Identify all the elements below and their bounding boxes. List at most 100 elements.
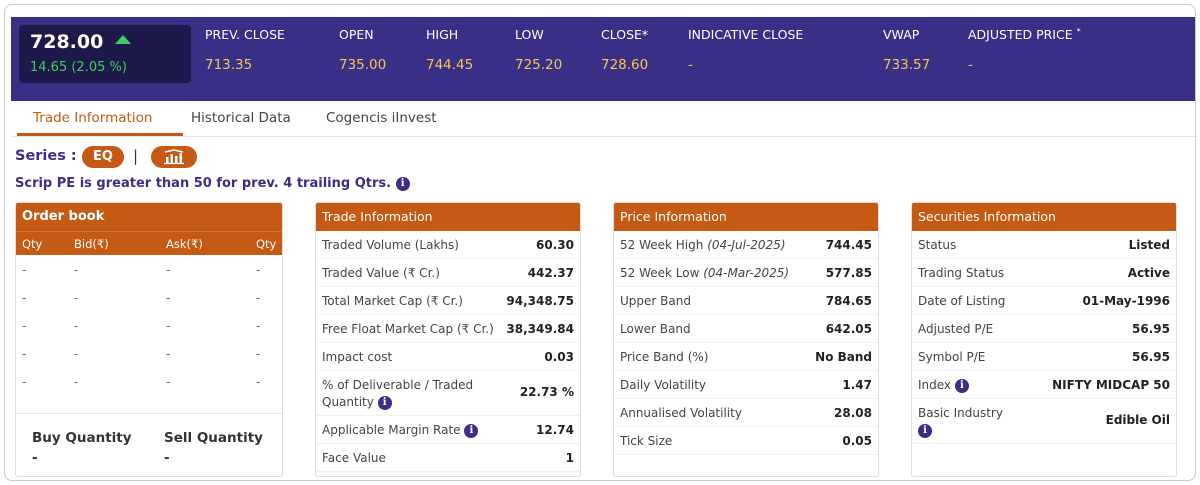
active-tab-indicator — [17, 133, 183, 136]
open-label: OPEN — [339, 27, 374, 42]
col-ask-price: Ask(₹) — [166, 237, 203, 251]
row-value: 38,349.84 — [506, 322, 574, 336]
deliverable-label: % of Deliverable / Traded Quantity — [322, 378, 474, 409]
row-value: 442.37 — [527, 266, 574, 280]
close-label: CLOSE* — [601, 27, 649, 42]
row-value: 1 — [565, 451, 574, 465]
ob-cell: - — [166, 263, 171, 277]
info-icon[interactable]: i — [954, 378, 969, 393]
tab-cogencis-iinvest[interactable]: Cogencis iInvest — [326, 110, 437, 126]
info-icon[interactable]: i — [464, 423, 479, 438]
row-label: Tick Size — [620, 434, 673, 448]
trade-info-row: Face Value 1 — [316, 444, 580, 472]
ob-cell: - — [22, 375, 27, 389]
row-value: Active — [1127, 266, 1170, 280]
row-label: Face Value — [322, 451, 386, 465]
vwap-value: 733.57 — [883, 57, 931, 73]
securities-info-row: Basic Industry i Edible Oil — [912, 399, 1176, 444]
buy-quantity-value: - — [32, 450, 38, 466]
week-high-label: 52 Week High — [620, 238, 704, 252]
order-book-card: Order book Qty Bid(₹) Ask(₹) Qty - - - -… — [15, 202, 283, 477]
order-book-title: Order book — [16, 203, 282, 231]
price-info-row: 52 Week High (04-Jul-2025) 744.45 — [614, 231, 878, 259]
info-icon[interactable]: i — [395, 176, 410, 191]
order-book-row: - - - - — [16, 311, 282, 339]
ob-cell: - — [74, 347, 79, 361]
row-label: Trading Status — [918, 266, 1005, 280]
securities-info-row: Adjusted P/E 56.95 — [912, 315, 1176, 343]
trade-information-title: Trade Information — [316, 203, 580, 231]
ob-cell: - — [256, 347, 261, 361]
tab-trade-information[interactable]: Trade Information — [33, 110, 153, 126]
trade-info-row: Impact cost 0.03 — [316, 343, 580, 371]
securities-info-row: Status Listed — [912, 231, 1176, 259]
margin-rate-label: Applicable Margin Rate — [322, 423, 461, 437]
series-eq-button[interactable]: EQ — [82, 146, 124, 168]
ob-cell: - — [22, 347, 27, 361]
quote-band: 728.00 14.65 (2.05 %) PREV. CLOSE 713.35… — [11, 17, 1195, 101]
ob-cell: - — [256, 291, 261, 305]
row-value: 784.65 — [825, 294, 872, 308]
row-value: 60.30 — [536, 238, 574, 252]
basic-industry-label: Basic Industry — [918, 406, 1003, 420]
sell-quantity-value: - — [164, 450, 170, 466]
row-label: Traded Value (₹ Cr.) — [322, 266, 440, 280]
price-info-row: Daily Volatility 1.47 — [614, 371, 878, 399]
row-label: Daily Volatility — [620, 378, 706, 392]
col-bid-qty: Qty — [22, 237, 43, 251]
ob-cell: - — [22, 291, 27, 305]
pe-note: Scrip PE is greater than 50 for prev. 4 … — [15, 176, 410, 191]
pe-note-text: Scrip PE is greater than 50 for prev. 4 … — [15, 176, 392, 191]
row-label: Upper Band — [620, 294, 691, 308]
price-info-row: Lower Band 642.05 — [614, 315, 878, 343]
info-icon[interactable]: i — [377, 395, 392, 410]
price-info-row: Tick Size 0.05 — [614, 427, 878, 455]
adjusted-price-label: ADJUSTED PRICE * — [968, 27, 1081, 43]
buy-quantity-label: Buy Quantity — [32, 430, 132, 446]
low-label: LOW — [515, 27, 544, 42]
ob-cell: - — [256, 375, 261, 389]
chart-icon — [164, 149, 184, 165]
order-book-columns: Qty Bid(₹) Ask(₹) Qty — [16, 231, 282, 255]
order-book-row: - - - - — [16, 339, 282, 367]
order-book-row: - - - - — [16, 283, 282, 311]
ob-cell: - — [22, 263, 27, 277]
up-arrow-icon — [115, 35, 131, 44]
price-info-row: Annualised Volatility 28.08 — [614, 399, 878, 427]
price-change: 14.65 (2.05 %) — [30, 60, 127, 75]
securities-info-row: Index i NIFTY MIDCAP 50 — [912, 371, 1176, 399]
row-value: 56.95 — [1132, 322, 1170, 336]
trade-info-row: Total Market Cap (₹ Cr.) 94,348.75 — [316, 287, 580, 315]
quote-page: 728.00 14.65 (2.05 %) PREV. CLOSE 713.35… — [4, 4, 1196, 481]
row-value: 01-May-1996 — [1082, 294, 1170, 308]
row-label: % of Deliverable / Traded Quantity i — [322, 377, 492, 411]
info-icon[interactable]: i — [918, 423, 932, 438]
week-high-date: (04-Jul-2025) — [707, 238, 786, 252]
securities-info-row: Symbol P/E 56.95 — [912, 343, 1176, 371]
row-value: Listed — [1128, 238, 1170, 252]
row-label: 52 Week Low (04-Mar-2025) — [620, 266, 789, 280]
ob-cell: - — [256, 319, 261, 333]
high-value: 744.45 — [426, 57, 474, 73]
close-value: 728.60 — [601, 57, 649, 73]
securities-information-card: Securities Information Status Listed Tra… — [911, 202, 1177, 477]
ob-cell: - — [166, 319, 171, 333]
last-price-box: 728.00 14.65 (2.05 %) — [19, 25, 191, 83]
row-value: Edible Oil — [1105, 413, 1170, 427]
row-label: Index i — [918, 378, 969, 393]
price-information-title: Price Information — [614, 203, 878, 231]
row-label: Lower Band — [620, 322, 691, 336]
trade-info-row: Traded Volume (Lakhs) 60.30 — [316, 231, 580, 259]
ob-cell: - — [74, 375, 79, 389]
row-value: 1.47 — [842, 378, 872, 392]
sell-quantity-label: Sell Quantity — [164, 430, 263, 446]
tab-historical-data[interactable]: Historical Data — [191, 110, 291, 126]
series-chart-button[interactable] — [151, 146, 197, 168]
row-value: 22.73 % — [519, 385, 574, 399]
row-label: Applicable Margin Rate i — [322, 423, 479, 438]
ob-cell: - — [74, 319, 79, 333]
col-ask-qty: Qty — [256, 237, 277, 251]
ob-cell: - — [256, 263, 261, 277]
row-label: 52 Week High (04-Jul-2025) — [620, 238, 786, 252]
row-label: Price Band (%) — [620, 350, 709, 364]
